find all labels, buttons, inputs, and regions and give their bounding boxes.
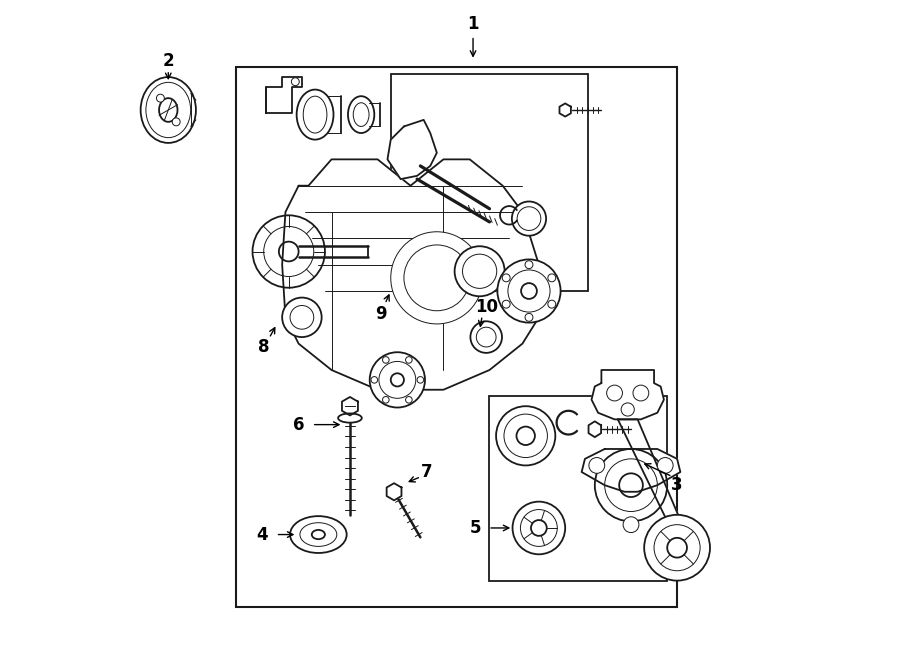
Polygon shape [560, 103, 571, 116]
Text: 4: 4 [256, 525, 268, 543]
Circle shape [607, 385, 623, 401]
Text: 3: 3 [671, 476, 683, 494]
Circle shape [619, 473, 643, 497]
Circle shape [605, 459, 657, 512]
Ellipse shape [140, 77, 196, 143]
Circle shape [391, 232, 483, 324]
Circle shape [370, 352, 425, 408]
Bar [236, 67, 677, 607]
Circle shape [595, 449, 667, 522]
Circle shape [633, 385, 649, 401]
Circle shape [404, 245, 470, 311]
Circle shape [667, 538, 687, 558]
Circle shape [521, 283, 537, 299]
Ellipse shape [300, 523, 337, 547]
Circle shape [406, 357, 412, 363]
Circle shape [548, 300, 555, 308]
Circle shape [512, 502, 565, 555]
Polygon shape [283, 159, 539, 390]
Circle shape [253, 215, 325, 288]
Circle shape [371, 377, 378, 383]
Ellipse shape [338, 413, 362, 422]
Text: 2: 2 [163, 52, 174, 69]
Circle shape [654, 525, 700, 570]
Circle shape [512, 202, 546, 236]
Circle shape [264, 227, 314, 276]
Circle shape [292, 78, 300, 86]
Circle shape [531, 520, 547, 536]
Ellipse shape [348, 96, 374, 133]
Ellipse shape [146, 83, 191, 137]
Circle shape [502, 274, 510, 282]
Polygon shape [388, 120, 436, 179]
Circle shape [406, 397, 412, 403]
Circle shape [623, 517, 639, 533]
Circle shape [525, 260, 533, 268]
Bar [391, 74, 589, 291]
Circle shape [518, 207, 541, 231]
Text: 6: 6 [292, 416, 304, 434]
Text: 8: 8 [258, 338, 269, 356]
Ellipse shape [297, 90, 334, 139]
Circle shape [290, 305, 314, 329]
Circle shape [476, 327, 496, 347]
Circle shape [644, 515, 710, 580]
Circle shape [172, 118, 180, 126]
Circle shape [279, 242, 299, 261]
Circle shape [508, 270, 550, 312]
Circle shape [498, 259, 561, 323]
Text: 9: 9 [375, 305, 387, 323]
Circle shape [657, 457, 673, 473]
Circle shape [382, 357, 389, 363]
Ellipse shape [303, 96, 327, 133]
Circle shape [391, 373, 404, 387]
Circle shape [504, 414, 547, 457]
Text: 5: 5 [469, 519, 481, 537]
Circle shape [589, 457, 605, 473]
Circle shape [157, 95, 165, 102]
Polygon shape [387, 483, 401, 500]
Polygon shape [589, 421, 601, 437]
Text: 7: 7 [421, 463, 433, 481]
Circle shape [379, 362, 416, 399]
Circle shape [525, 313, 533, 321]
Text: 10: 10 [474, 299, 498, 317]
Circle shape [496, 407, 555, 465]
Circle shape [463, 254, 497, 288]
Polygon shape [342, 397, 358, 415]
Circle shape [548, 274, 555, 282]
Ellipse shape [353, 102, 369, 126]
Circle shape [517, 426, 535, 445]
Polygon shape [581, 449, 680, 492]
Bar [490, 397, 667, 580]
Polygon shape [617, 419, 684, 528]
Circle shape [283, 297, 321, 337]
Circle shape [417, 377, 424, 383]
Circle shape [502, 300, 510, 308]
Circle shape [454, 247, 505, 296]
Circle shape [382, 397, 389, 403]
Text: 1: 1 [467, 15, 479, 34]
Ellipse shape [290, 516, 346, 553]
Polygon shape [591, 370, 664, 419]
Polygon shape [266, 77, 302, 113]
Ellipse shape [311, 530, 325, 539]
Circle shape [471, 321, 502, 353]
Circle shape [520, 510, 557, 547]
Circle shape [621, 403, 634, 416]
Ellipse shape [159, 98, 177, 122]
